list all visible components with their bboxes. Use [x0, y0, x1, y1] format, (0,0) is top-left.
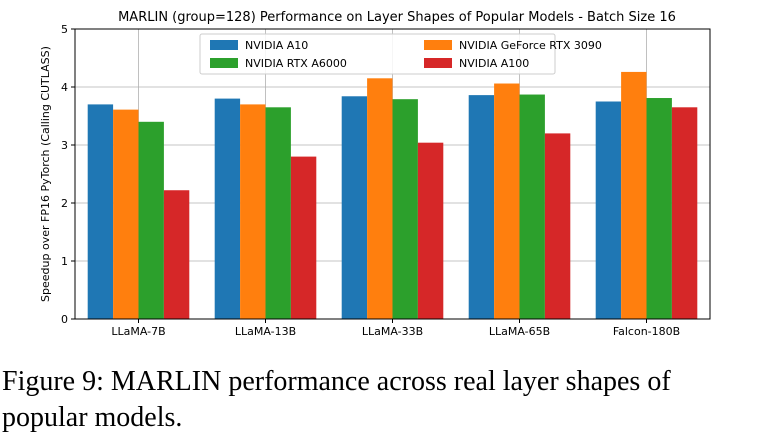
bar: [138, 121, 164, 319]
x-tick-label: LLaMA-13B: [235, 325, 296, 338]
y-tick-label: 5: [61, 23, 68, 36]
bar: [341, 96, 368, 319]
bar: [240, 104, 266, 320]
axis-ticks: 0 1 2 3 4 5 LLaMA-7B LLaMA-13B LLaMA-33B LLaMA-65…: [61, 23, 680, 338]
legend-label: NVIDIA A10: [245, 39, 308, 52]
legend-swatch: [210, 58, 238, 68]
bar: [265, 107, 291, 319]
bar: [392, 99, 418, 320]
x-tick-label: LLaMA-7B: [111, 325, 165, 338]
legend-label: NVIDIA RTX A6000: [245, 57, 347, 70]
bar: [113, 109, 139, 320]
bar: [544, 133, 571, 319]
y-tick-label: 0: [61, 313, 68, 326]
bar: [595, 101, 622, 319]
bar: [646, 98, 672, 320]
figure-caption: Figure 9: MARLIN performance across real…: [2, 366, 671, 433]
y-tick-label: 4: [61, 81, 68, 94]
legend-swatch: [424, 40, 452, 50]
bar: [519, 94, 545, 319]
legend-label: NVIDIA GeForce RTX 3090: [459, 39, 602, 52]
bar: [494, 83, 520, 320]
bar: [468, 95, 495, 320]
legend-swatch: [424, 58, 452, 68]
bar: [87, 104, 114, 320]
x-tick-label: LLaMA-33B: [362, 325, 423, 338]
bar: [290, 156, 317, 319]
bar: [417, 142, 444, 319]
chart: MARLIN (group=128) Performance on Layer …: [39, 10, 711, 338]
x-tick-label: Falcon-180B: [613, 325, 680, 338]
y-tick-label: 1: [61, 255, 68, 268]
legend-label: NVIDIA A100: [459, 57, 529, 70]
y-axis-title: Speedup over FP16 PyTorch (Calling CUTLA…: [39, 46, 52, 302]
legend-box: [199, 33, 556, 75]
x-tick-label: LLaMA-65B: [489, 325, 550, 338]
chart-title: MARLIN (group=128) Performance on Layer …: [118, 10, 676, 25]
legend: NVIDIA A10 NVIDIA GeForce RTX 3090 NVIDIA …: [199, 33, 602, 75]
bar: [621, 71, 647, 319]
bar: [367, 78, 393, 319]
y-tick-label: 3: [61, 139, 68, 152]
bar: [214, 98, 241, 319]
y-tick-label: 2: [61, 197, 68, 210]
bars: [87, 71, 698, 320]
bar: [671, 107, 698, 319]
legend-swatch: [210, 40, 238, 50]
bar: [163, 190, 190, 319]
